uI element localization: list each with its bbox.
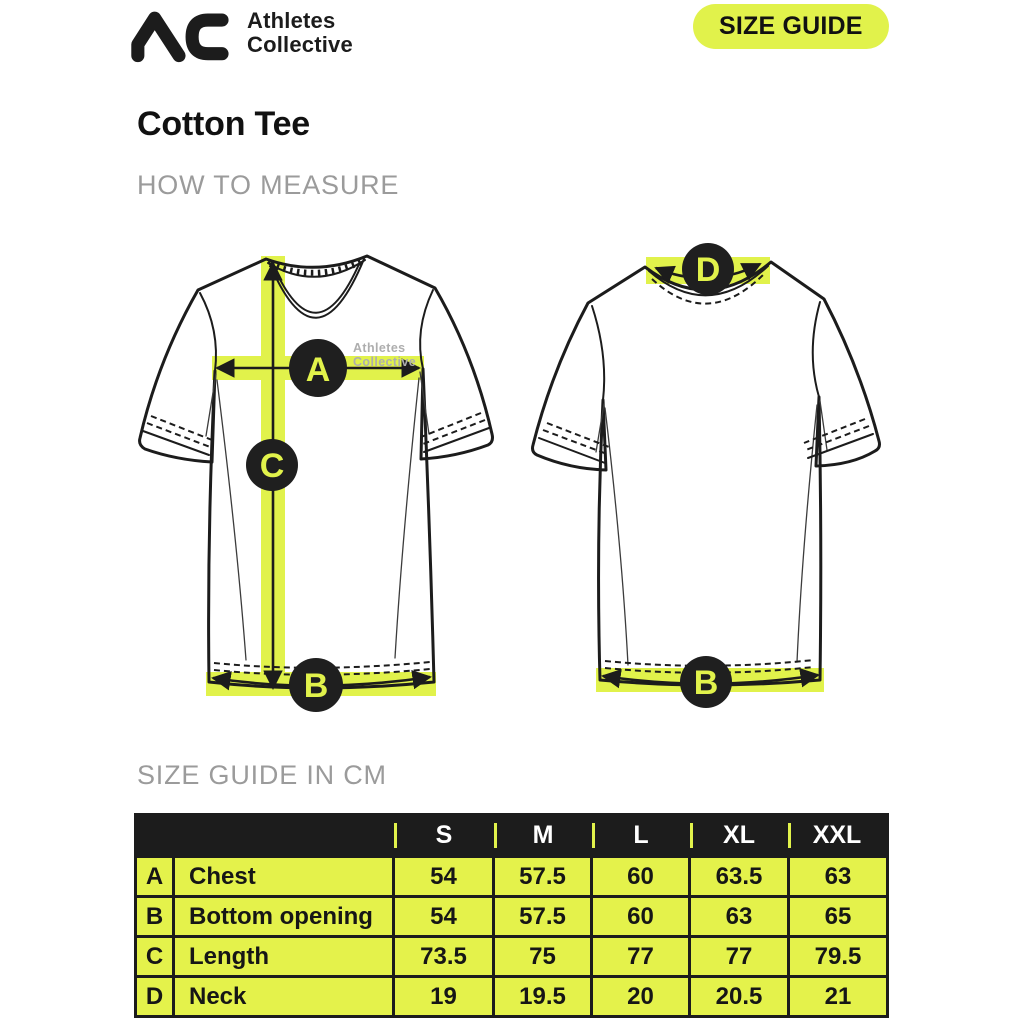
ac-monogram-logo	[131, 11, 229, 63]
marker-b-front: B	[289, 658, 343, 712]
table-cell-value: 77	[593, 938, 688, 975]
column-header-xxl: XXL	[788, 816, 886, 855]
table-cell-value: 77	[691, 938, 787, 975]
brand-name-line2: Collective	[247, 32, 353, 57]
column-header-l: L	[592, 816, 690, 855]
shirt-watermark: Athletes Collective	[353, 341, 416, 369]
header-divider-tick	[494, 823, 497, 848]
table-cell-key: B	[137, 898, 172, 935]
table-cell-label: Neck	[175, 978, 392, 1015]
table-cell-value: 79.5	[790, 938, 886, 975]
table-cell-key: C	[137, 938, 172, 975]
column-header-m: M	[494, 816, 592, 855]
header-spacer-label	[175, 816, 394, 855]
table-cell-value: 60	[593, 898, 688, 935]
table-cell-value: 20	[593, 978, 688, 1015]
table-cell-value: 54	[395, 858, 492, 895]
brand-name-line1: Athletes	[247, 8, 336, 33]
table-cell-value: 57.5	[495, 858, 590, 895]
how-to-measure-heading: HOW TO MEASURE	[137, 170, 400, 200]
marker-a: A	[289, 339, 347, 397]
header-spacer-letter	[137, 816, 175, 855]
column-header-xl: XL	[690, 816, 788, 855]
size-table-header: S M L XL XXL	[137, 816, 886, 855]
header-divider-tick	[592, 823, 595, 848]
table-cell-value: 60	[593, 858, 688, 895]
table-cell-value: 63	[790, 858, 886, 895]
header-divider-tick	[690, 823, 693, 848]
header-divider-tick	[394, 823, 397, 848]
table-cell-value: 73.5	[395, 938, 492, 975]
table-cell-value: 75	[495, 938, 590, 975]
column-header-s: S	[394, 816, 494, 855]
product-title: Cotton Tee	[137, 105, 311, 143]
table-cell-value: 57.5	[495, 898, 590, 935]
table-cell-value: 65	[790, 898, 886, 935]
size-guide-badge: SIZE GUIDE	[693, 4, 889, 49]
table-cell-key: A	[137, 858, 172, 895]
table-cell-value: 63	[691, 898, 787, 935]
watermark-line1: Athletes	[353, 341, 406, 355]
svg-text:C: C	[260, 447, 285, 485]
table-cell-value: 19.5	[495, 978, 590, 1015]
size-table-body: A Chest 54 57.5 60 63.5 63 B Bottom open…	[137, 855, 886, 1015]
table-cell-label: Length	[175, 938, 392, 975]
marker-d: D	[682, 243, 734, 295]
svg-text:D: D	[696, 251, 721, 289]
table-cell-value: 63.5	[691, 858, 787, 895]
marker-b-back: B	[680, 656, 732, 708]
table-cell-key: D	[137, 978, 172, 1015]
table-cell-label: Chest	[175, 858, 392, 895]
marker-c: C	[246, 439, 298, 491]
table-cell-value: 19	[395, 978, 492, 1015]
svg-text:A: A	[306, 351, 331, 389]
svg-text:B: B	[304, 667, 329, 705]
svg-text:B: B	[694, 664, 719, 702]
table-cell-label: Bottom opening	[175, 898, 392, 935]
size-table: S M L XL XXL A Chest 54 57.5 60 63.5 63 …	[134, 813, 889, 1018]
logo-c-stroke	[185, 13, 229, 61]
table-cell-value: 21	[790, 978, 886, 1015]
table-cell-value: 20.5	[691, 978, 787, 1015]
tshirt-back-fill	[532, 262, 880, 685]
size-guide-cm-heading: SIZE GUIDE IN CM	[137, 760, 387, 790]
watermark-line2: Collective	[353, 355, 416, 369]
brand-name: Athletes Collective	[247, 9, 353, 57]
logo-a-stroke	[131, 11, 186, 63]
table-cell-value: 54	[395, 898, 492, 935]
size-guide-badge-label: SIZE GUIDE	[719, 12, 863, 40]
header-divider-tick	[788, 823, 791, 848]
tshirt-front-fill	[139, 256, 493, 688]
